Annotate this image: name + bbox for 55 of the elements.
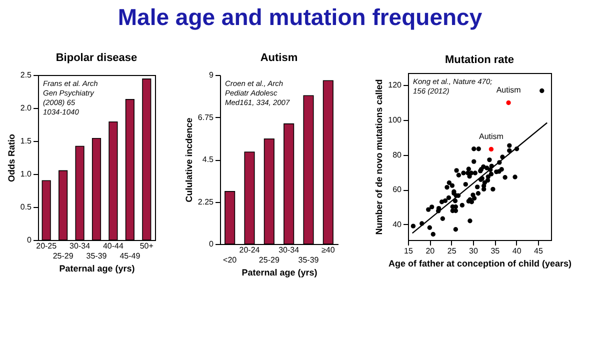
y-axis-title: Cululative incdence bbox=[184, 118, 194, 202]
y-tick-label: 60 bbox=[392, 185, 402, 194]
y-tick-label: 120 bbox=[388, 80, 402, 90]
chart-title: Autism bbox=[260, 52, 298, 64]
x-tick-label: 20-24 bbox=[239, 246, 260, 254]
x-tick-label: 40 bbox=[512, 246, 522, 256]
bar bbox=[42, 180, 51, 240]
y-tick-label: 6.75 bbox=[198, 112, 214, 122]
x-tick-label: 30 bbox=[469, 246, 478, 256]
y-tick-label: 2.0 bbox=[20, 104, 32, 112]
annotation: Autism bbox=[478, 132, 504, 142]
y-tick-label: 100 bbox=[388, 115, 402, 124]
bar bbox=[58, 170, 68, 240]
chart-title: Mutation rate bbox=[444, 54, 514, 66]
bar bbox=[142, 78, 152, 240]
y-tick-label: 2.5 bbox=[20, 70, 32, 80]
y-tick-label: 4.5 bbox=[202, 155, 214, 164]
x-tick-label: 15 bbox=[404, 246, 414, 256]
y-axis-title: Odds Ratio bbox=[6, 134, 16, 182]
chart-title: Bipolar disease bbox=[56, 52, 138, 64]
y-tick-label: 0 bbox=[209, 240, 214, 248]
y-tick-label: 80 bbox=[392, 150, 402, 160]
x-axis-title: Paternal age (yrs) bbox=[59, 264, 135, 274]
bar bbox=[125, 99, 134, 240]
y-tick-label: 2.25 bbox=[198, 197, 214, 206]
annotation: Autism bbox=[496, 86, 522, 95]
x-tick-label: ≥40 bbox=[322, 246, 336, 254]
x-tick-label: 45-49 bbox=[120, 252, 141, 260]
bar bbox=[75, 146, 84, 240]
y-tick-label: 0.5 bbox=[20, 202, 32, 212]
bar bbox=[108, 121, 118, 240]
x-tick-label: 35 bbox=[490, 246, 500, 256]
x-tick-label: 40-44 bbox=[102, 242, 124, 250]
y-tick-label: 1.0 bbox=[20, 170, 32, 178]
x-axis-title: Paternal age (yrs) bbox=[242, 268, 318, 278]
x-tick-label: 25 bbox=[447, 246, 457, 256]
x-tick-label: 20-25 bbox=[36, 242, 58, 250]
x-tick-label: 45 bbox=[534, 246, 544, 256]
x-axis-title: Age of father at conception of child (years) bbox=[388, 258, 572, 268]
text: Male age and mutation frequency bbox=[116, 4, 484, 31]
x-tick-label: 35-39 bbox=[298, 256, 320, 264]
x-tick-label: 35-39 bbox=[86, 252, 108, 260]
y-tick-label: 0 bbox=[27, 236, 32, 244]
x-tick-label: 30-34 bbox=[70, 242, 91, 250]
y-tick-label: 1.5 bbox=[20, 136, 32, 146]
x-tick-label: <20 bbox=[223, 256, 238, 264]
x-tick-label: 25-29 bbox=[52, 252, 74, 260]
y-tick-label: 9 bbox=[209, 70, 214, 80]
y-tick-label: 40 bbox=[392, 220, 402, 229]
x-tick-label: 50+ bbox=[140, 242, 154, 250]
y-axis-title: Number of de novo mutations called bbox=[374, 79, 384, 235]
x-tick-label: 30-34 bbox=[278, 246, 300, 254]
bar bbox=[92, 138, 102, 240]
x-tick-label: 20 bbox=[426, 246, 436, 256]
x-tick-label: 25-29 bbox=[258, 256, 280, 264]
